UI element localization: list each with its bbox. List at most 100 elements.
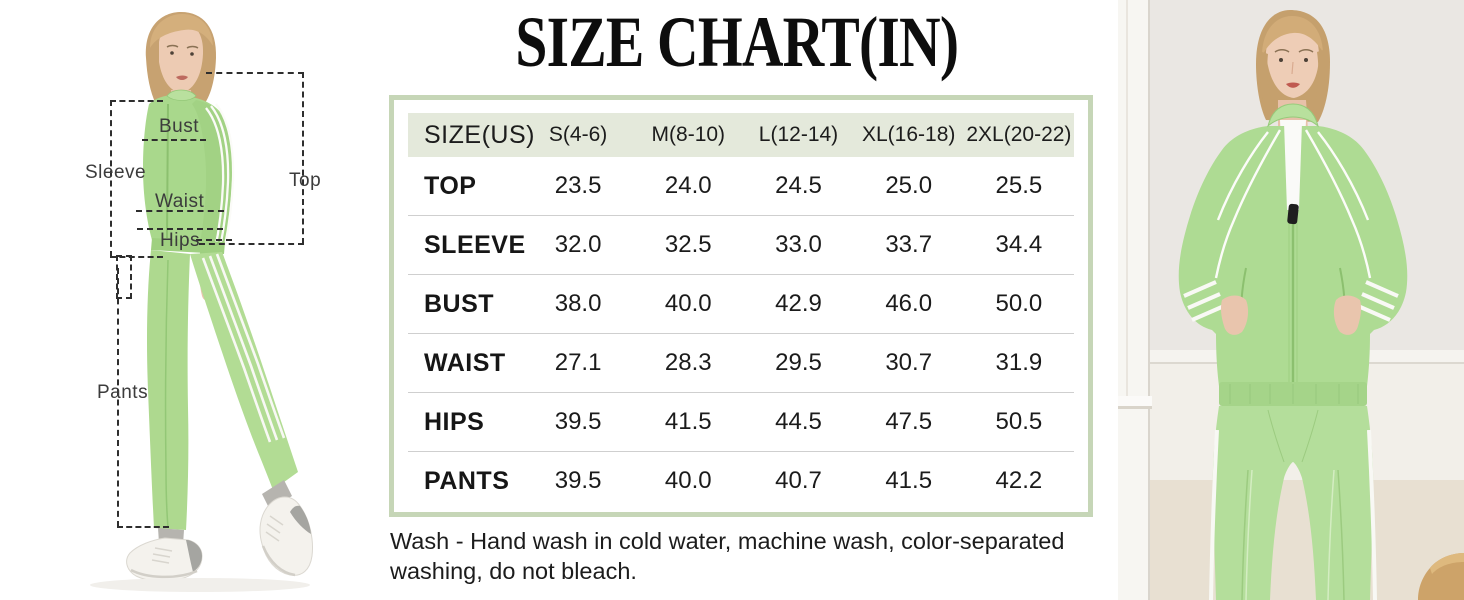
bust-measure-line xyxy=(142,139,206,141)
cell-value: 40.0 xyxy=(664,290,712,317)
sleeve-measure-top-line xyxy=(110,100,163,102)
hand-left xyxy=(1220,295,1249,335)
cell-value: 29.5 xyxy=(775,349,822,376)
face xyxy=(1266,20,1319,98)
hair-front xyxy=(150,14,213,48)
table-row-bust: BUST 38.0 40.0 42.9 46.0 50.0 xyxy=(408,274,1074,333)
cell-value: 28.3 xyxy=(664,349,712,376)
table-row-pants: PANTS 39.5 40.0 40.7 41.5 42.2 xyxy=(408,451,1074,510)
zipper-pull xyxy=(1287,203,1299,225)
pants-side-stripes xyxy=(1209,429,1377,600)
stool xyxy=(1418,553,1464,600)
pants-stripes xyxy=(201,253,286,443)
row-label: PANTS xyxy=(424,466,510,495)
floor-shadow xyxy=(90,578,310,592)
cell-value: 30.7 xyxy=(885,349,933,376)
hair-side xyxy=(204,40,216,90)
column-header-2xl: 2XL(20-22) xyxy=(966,123,1072,146)
cell-value: 25.0 xyxy=(885,172,933,199)
cell-value: 27.1 xyxy=(554,349,602,376)
top-measure-bottom-line xyxy=(199,243,304,245)
hair-curtain-right xyxy=(1311,50,1326,118)
sneaker-standing xyxy=(126,537,203,582)
collar-opening-tee xyxy=(1284,122,1302,210)
sock-right xyxy=(262,480,292,510)
hair-curtain-left xyxy=(1260,52,1276,116)
column-header-size: SIZE(US) xyxy=(424,120,535,149)
jacket-collar xyxy=(1267,103,1319,128)
column-header-xl: XL(16-18) xyxy=(862,123,956,146)
measure-label-hips: Hips xyxy=(160,230,201,251)
cell-value: 32.5 xyxy=(664,231,712,258)
hips-measure-line xyxy=(137,228,223,230)
top-measure-line xyxy=(302,72,304,244)
sleeve-measure-line xyxy=(110,100,112,257)
pants-waistband xyxy=(151,238,225,254)
door-frame xyxy=(1118,0,1152,600)
cell-value: 47.5 xyxy=(885,408,933,435)
row-label: HIPS xyxy=(424,407,485,436)
cell-value: 39.5 xyxy=(554,467,602,494)
top-measure-top-line xyxy=(206,72,304,74)
column-header-m: M(8-10) xyxy=(651,123,726,146)
cell-value: 42.2 xyxy=(995,467,1043,494)
zipper-line xyxy=(166,103,169,239)
cell-value: 41.5 xyxy=(885,467,933,494)
cell-value: 42.9 xyxy=(775,290,822,317)
sleeve-stripes xyxy=(205,103,235,251)
face xyxy=(159,20,204,94)
cell-value: 33.0 xyxy=(775,231,822,258)
table-row-hips: HIPS 39.5 41.5 44.5 47.5 50.5 xyxy=(408,392,1074,451)
sleeve-stripes xyxy=(1183,280,1399,322)
measure-label-sleeve: Sleeve xyxy=(85,162,147,183)
row-label: BUST xyxy=(424,289,495,318)
cell-value: 25.5 xyxy=(995,172,1043,199)
pants xyxy=(1212,406,1374,600)
pants-crease xyxy=(164,259,169,529)
zipper xyxy=(1287,203,1299,398)
cell-value: 41.5 xyxy=(664,408,712,435)
table-row-top: TOP 23.5 24.0 24.5 25.0 25.5 xyxy=(408,157,1074,215)
pants-measure-line xyxy=(117,268,119,527)
measure-label-waist: Waist xyxy=(155,191,205,212)
cell-value: 32.0 xyxy=(554,231,602,258)
hand-right xyxy=(1333,295,1362,335)
cell-value: 24.5 xyxy=(775,172,822,199)
model-photo-front-svg xyxy=(1118,0,1464,600)
hem-band xyxy=(1219,382,1367,406)
sleeve-measure-bottom-line xyxy=(110,256,163,258)
cell-value: 40.0 xyxy=(664,467,712,494)
face-features xyxy=(166,44,199,80)
pants-creases xyxy=(1241,409,1345,600)
cell-value: 34.4 xyxy=(995,231,1043,258)
row-label: WAIST xyxy=(424,348,506,377)
model-photo-front xyxy=(1118,0,1464,600)
cell-value: 33.7 xyxy=(885,231,933,258)
wash-instructions: Wash - Hand wash in cold water, machine … xyxy=(390,528,1065,585)
cell-value: 24.0 xyxy=(664,172,712,199)
cell-value: 50.5 xyxy=(995,408,1043,435)
measurement-figure: Bust Sleeve Waist Hips Top Pants xyxy=(0,0,380,600)
hair-front xyxy=(1262,16,1323,56)
jacket-collar xyxy=(166,89,197,101)
cell-value: 46.0 xyxy=(885,290,933,317)
page-title: SIZE CHART(IN) xyxy=(515,2,960,82)
model-photo-side xyxy=(90,12,313,592)
table-row-waist: WAIST 27.1 28.3 29.5 30.7 31.9 xyxy=(408,333,1074,392)
cell-value: 44.5 xyxy=(775,408,822,435)
cell-value: 38.0 xyxy=(554,290,602,317)
jacket-sleeve xyxy=(192,100,233,262)
face-features xyxy=(1274,49,1314,88)
cell-value: 40.7 xyxy=(775,467,822,494)
model xyxy=(1178,10,1408,600)
column-header-s: S(4-6) xyxy=(548,123,608,146)
cell-value: 39.5 xyxy=(554,408,602,435)
table-row-sleeve: SLEEVE 32.0 32.5 33.0 33.7 34.4 xyxy=(408,215,1074,274)
row-label: TOP xyxy=(424,171,477,200)
size-table-header: SIZE(US) S(4-6) M(8-10) L(12-14) XL(16-1… xyxy=(408,113,1074,157)
column-header-l: L(12-14) xyxy=(758,123,839,146)
cell-value: 50.0 xyxy=(995,290,1043,317)
pants-standing-leg xyxy=(147,250,190,530)
cell-value: 31.9 xyxy=(995,349,1043,376)
